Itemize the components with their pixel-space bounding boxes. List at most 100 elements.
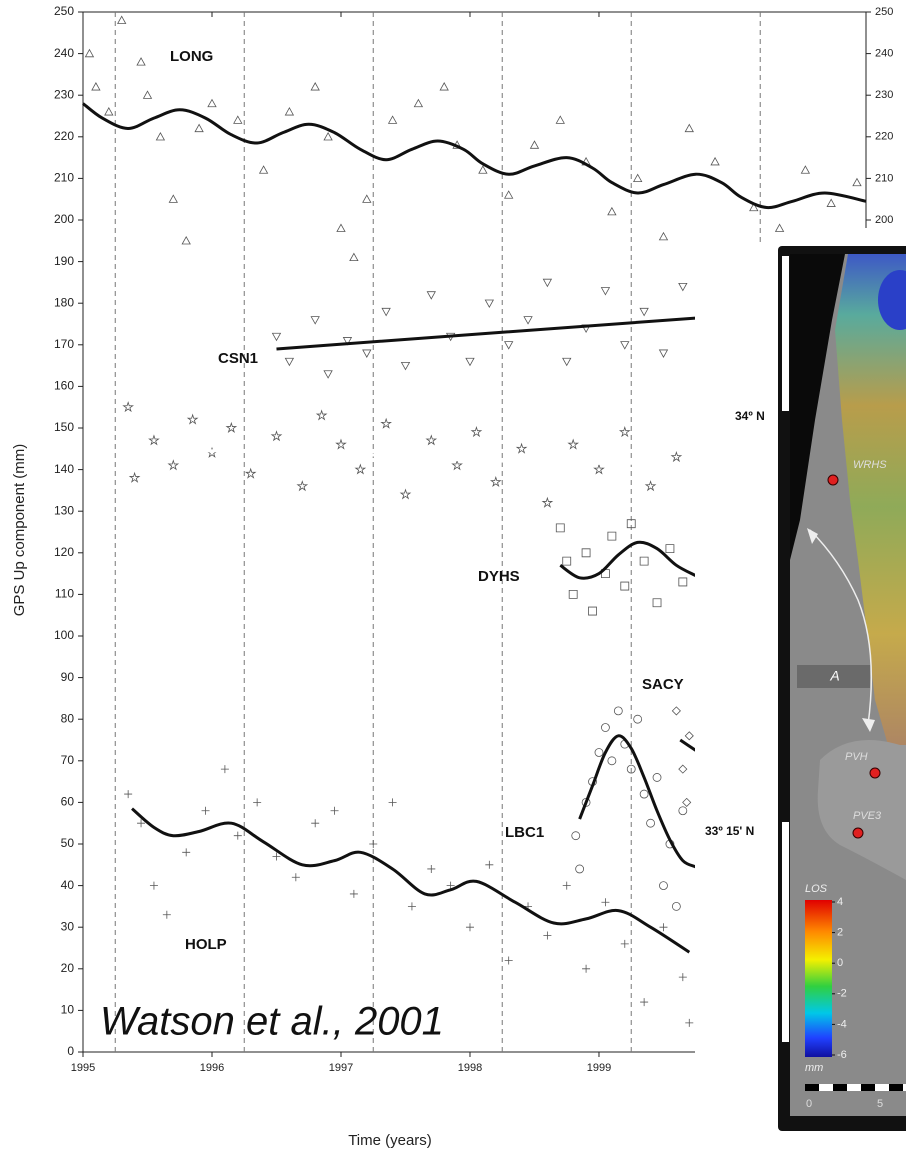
map-mask	[790, 254, 845, 560]
data-point	[581, 548, 591, 558]
y-tick-label: 0	[67, 1044, 74, 1058]
y-tick-label: 10	[61, 1003, 75, 1017]
data-point	[478, 165, 488, 174]
data-point	[607, 206, 617, 216]
data-point	[671, 706, 681, 716]
data-point	[413, 98, 424, 108]
fit-line	[679, 738, 697, 752]
data-point	[233, 115, 243, 124]
plot-area: 0102030405060708090100110120130140150160…	[54, 4, 893, 1074]
map-peninsula	[817, 740, 906, 880]
data-point	[484, 299, 495, 309]
colorbar-tick-label: 4	[837, 896, 843, 908]
data-point	[336, 223, 346, 232]
map-inset: A 34º N 33º 15' N WRHS PVH PVE3 LOS 4 2 0 -…	[695, 242, 906, 1155]
data-point	[137, 819, 146, 828]
y-axis-title: GPS Up component (mm)	[11, 444, 28, 617]
map-edge	[782, 822, 789, 1042]
data-point	[678, 806, 688, 816]
data-point	[253, 798, 262, 807]
colorbar	[805, 900, 832, 1057]
colorbar-tick-label: -2	[837, 988, 847, 1000]
data-point	[678, 577, 688, 587]
data-point	[207, 98, 217, 108]
data-point	[658, 231, 669, 241]
station-label: DYHS	[478, 568, 520, 585]
data-point	[330, 806, 339, 815]
data-point	[582, 964, 591, 973]
data-point	[575, 864, 585, 874]
fit-line	[82, 102, 867, 210]
area-box	[797, 665, 870, 688]
scale-label: 5	[877, 1098, 883, 1110]
data-point	[670, 450, 683, 463]
station-label: LONG	[170, 48, 213, 65]
data-point	[665, 839, 675, 849]
data-point	[315, 409, 328, 421]
data-point	[186, 413, 199, 425]
colorbar-tick-label: -6	[837, 1049, 847, 1061]
data-point	[659, 881, 668, 890]
data-point	[439, 82, 449, 91]
data-point	[162, 910, 171, 919]
colorbar-tick-label: 0	[837, 957, 843, 969]
data-point	[142, 90, 153, 99]
data-point	[128, 471, 141, 483]
y-tick-label: 150	[54, 420, 74, 434]
colorbar-title: LOS	[805, 883, 828, 895]
series	[82, 15, 867, 262]
data-point	[749, 202, 759, 212]
y-tick-label: 230	[54, 87, 74, 101]
data-point	[633, 714, 643, 724]
area-label: A	[829, 668, 839, 684]
data-point	[594, 748, 604, 757]
data-point	[618, 426, 631, 438]
data-point	[607, 531, 617, 541]
series	[271, 278, 729, 379]
data-point	[639, 789, 649, 799]
data-point	[369, 840, 378, 848]
data-point	[541, 496, 554, 508]
data-point	[555, 523, 565, 533]
data-point	[852, 177, 862, 187]
y-tick-label: 170	[54, 337, 74, 351]
data-point	[665, 544, 675, 554]
latitude-label: 34º N	[735, 409, 765, 423]
data-point	[284, 107, 295, 116]
data-point	[284, 357, 295, 367]
scale-bar-segment	[805, 1084, 903, 1091]
data-point	[244, 467, 257, 479]
data-point	[426, 291, 436, 300]
data-point	[600, 287, 611, 296]
data-point	[682, 797, 692, 807]
data-point	[323, 370, 333, 379]
y-tick-label: 80	[61, 711, 75, 725]
data-point	[504, 190, 514, 199]
station-dot	[852, 827, 864, 839]
station-dot	[869, 767, 881, 779]
data-point	[335, 438, 347, 450]
data-point	[323, 131, 333, 141]
series	[571, 706, 697, 911]
data-point	[571, 831, 581, 841]
y-tick-label: 90	[61, 670, 75, 684]
series	[555, 519, 697, 616]
data-point	[678, 282, 688, 292]
data-point	[167, 459, 180, 471]
map-subsidence	[878, 270, 906, 330]
series	[124, 765, 694, 1027]
data-point	[84, 48, 95, 58]
station-label: LBC1	[505, 824, 544, 841]
data-point	[659, 923, 668, 932]
data-point	[504, 341, 514, 350]
data-point	[136, 57, 146, 66]
data-point	[607, 756, 617, 766]
data-point	[620, 939, 629, 948]
data-point	[529, 140, 540, 149]
data-point	[91, 82, 101, 91]
colorbar-ticks: 4 2 0 -2 -4 -6	[832, 896, 847, 1061]
data-point	[684, 731, 694, 741]
fit-line	[559, 540, 697, 580]
data-point	[644, 480, 657, 492]
data-point	[342, 337, 353, 346]
